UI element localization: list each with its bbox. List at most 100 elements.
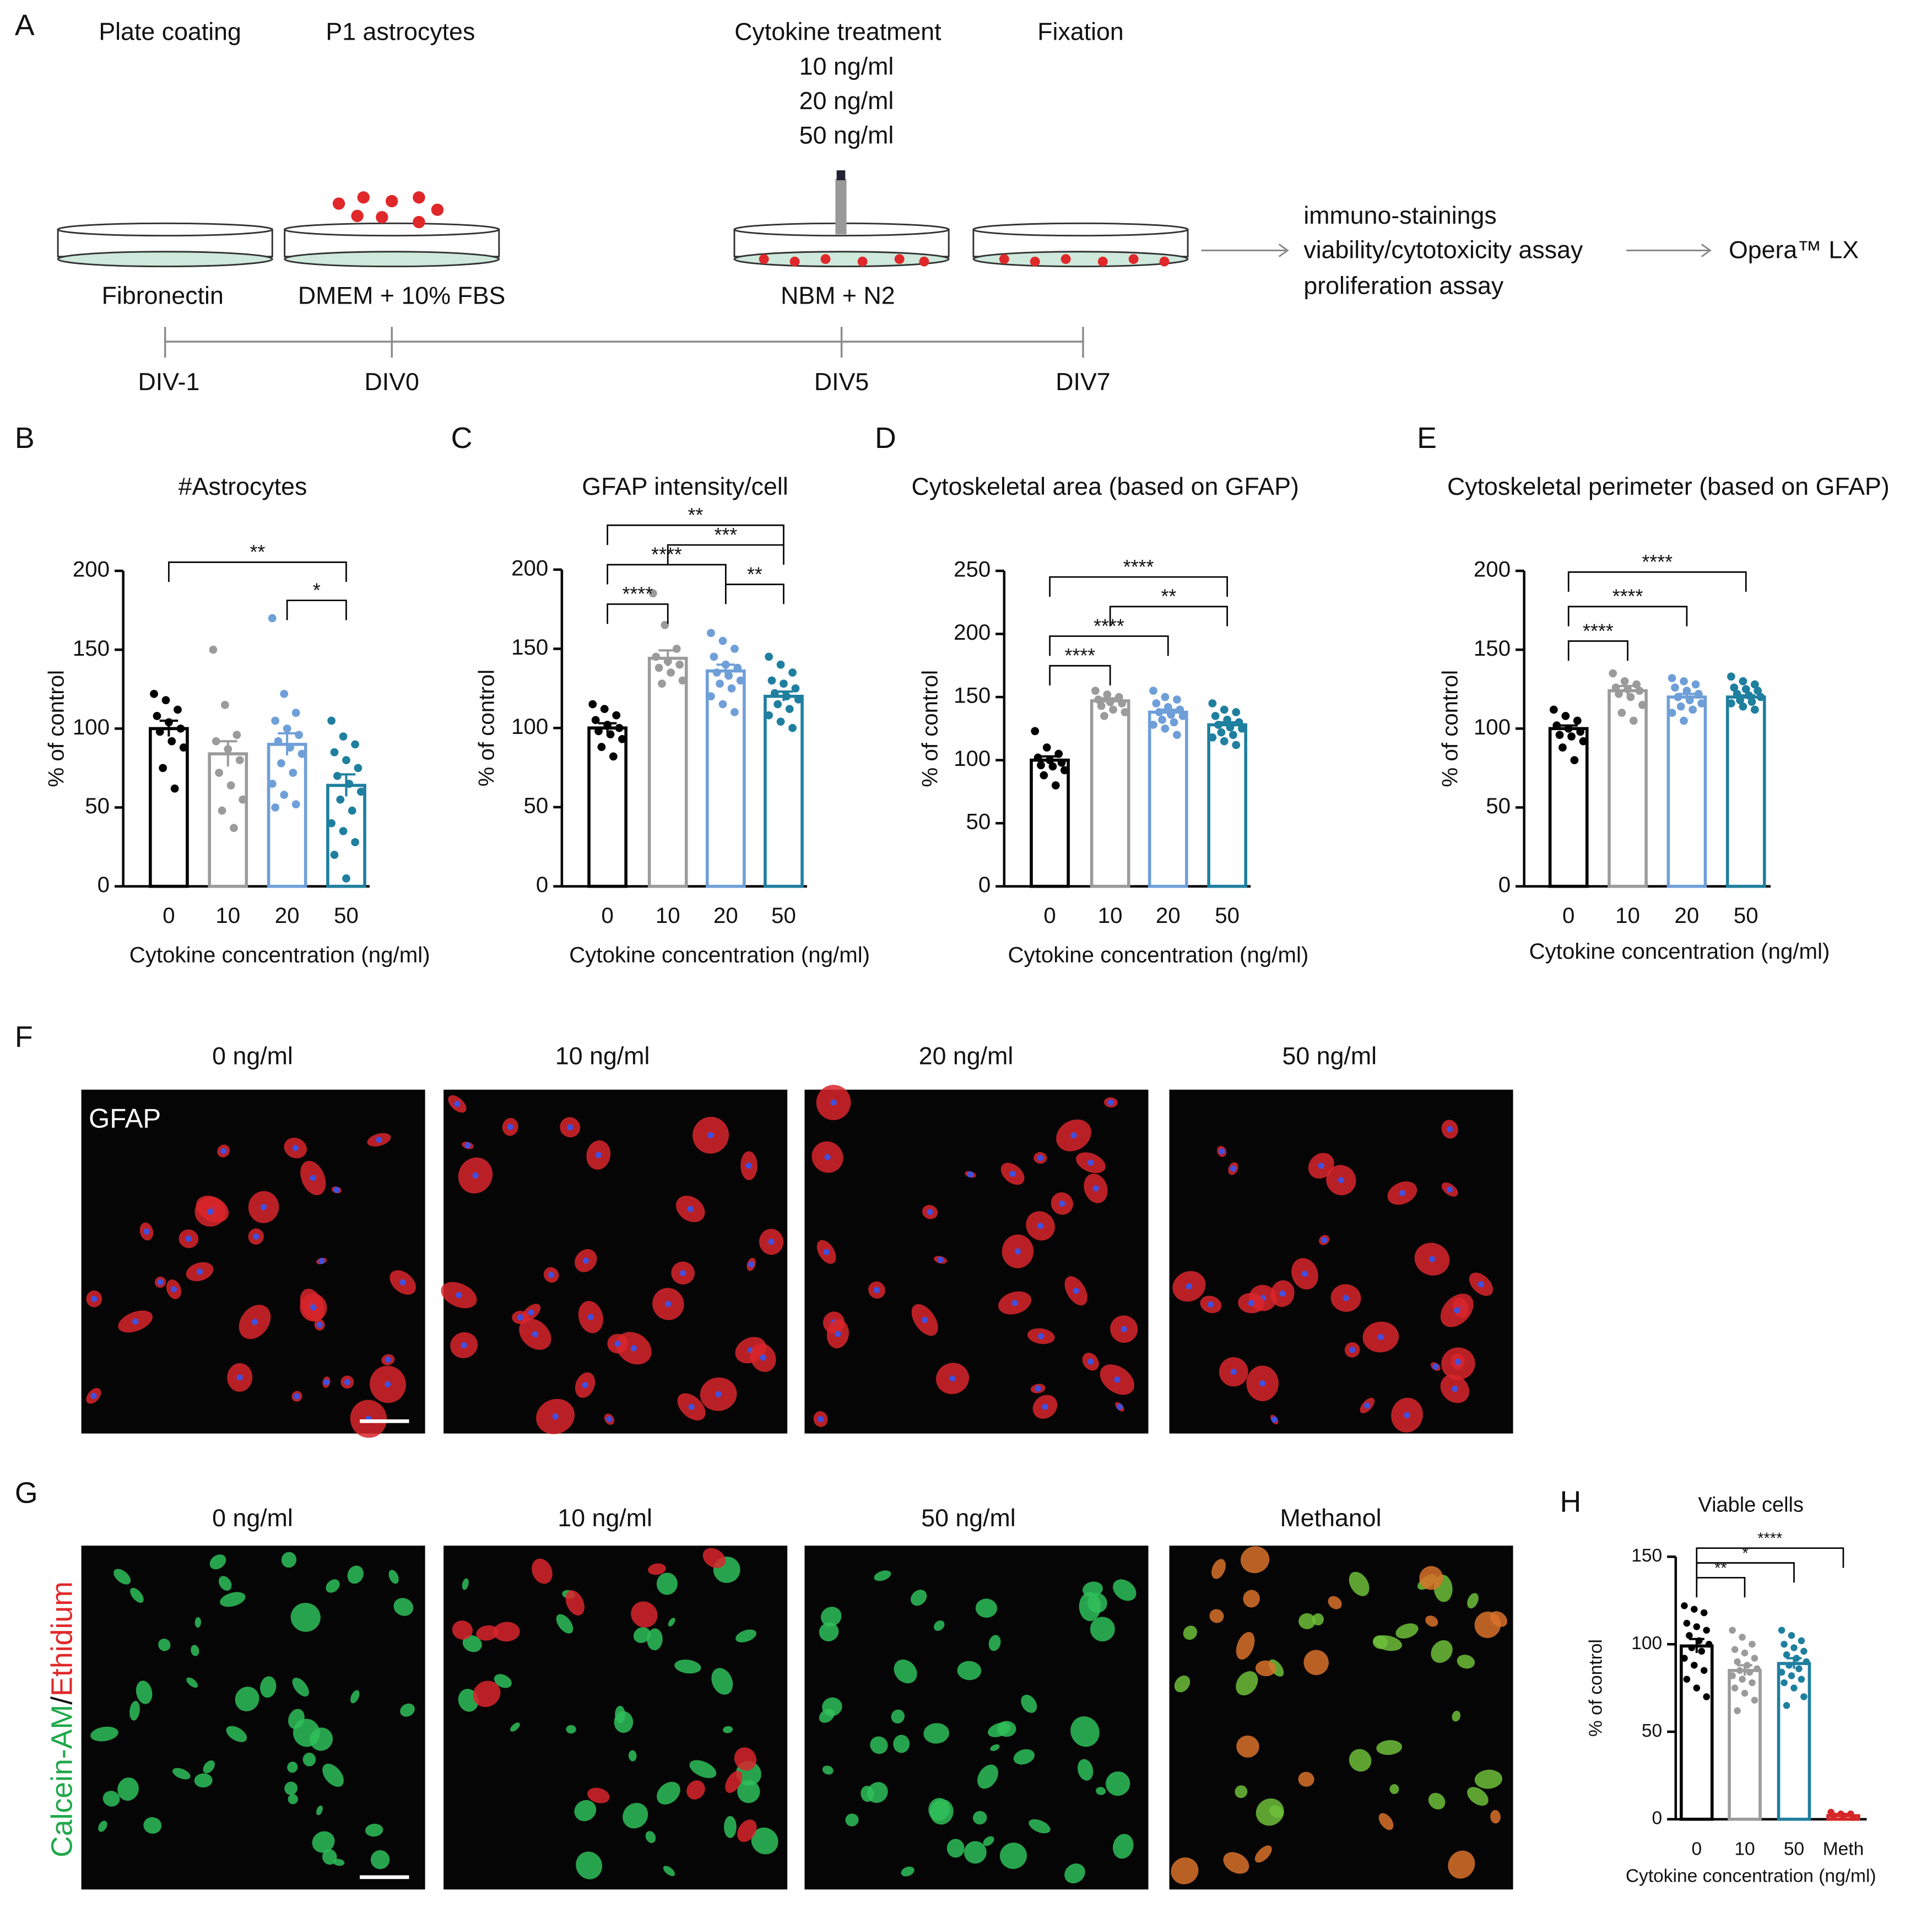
data-point	[1696, 1637, 1703, 1645]
nucleus	[464, 1142, 471, 1149]
y-tick-label: 100	[954, 746, 991, 771]
y-axis-label: % of control	[1586, 1639, 1606, 1737]
data-point	[327, 716, 336, 725]
significance-bracket	[725, 584, 784, 604]
data-point	[600, 705, 609, 714]
data-point	[716, 679, 724, 688]
cell	[288, 1794, 298, 1805]
cell	[1474, 1769, 1502, 1789]
data-point	[330, 850, 339, 859]
data-point	[280, 791, 289, 799]
data-point	[1790, 1684, 1798, 1692]
data-point	[1149, 687, 1157, 695]
timeline	[164, 327, 1084, 358]
nucleus	[1011, 1300, 1018, 1306]
nucleus	[1318, 1163, 1324, 1169]
nucleus	[567, 1124, 573, 1131]
data-point	[1042, 743, 1051, 752]
cell	[90, 1726, 118, 1742]
cell	[870, 1736, 888, 1754]
y-axis-label: % of control	[917, 670, 942, 787]
timepoint-label: DIV-1	[138, 369, 199, 396]
data-point	[1155, 708, 1163, 716]
data-point	[678, 676, 687, 685]
stage-label: Fixation	[1037, 19, 1124, 46]
nucleus	[1087, 1159, 1094, 1166]
timepoint-label: DIV5	[814, 369, 869, 396]
cell	[724, 1816, 737, 1838]
nucleus	[90, 1392, 97, 1399]
cell	[388, 1570, 399, 1584]
cell	[1070, 1716, 1100, 1747]
cell	[702, 1548, 726, 1568]
chart-title: Cytoskeletal area (based on GFAP)	[912, 473, 1299, 500]
y-tick-label: 100	[511, 714, 548, 739]
cell	[587, 1787, 610, 1803]
significance-bracket	[1049, 665, 1111, 686]
data-point	[239, 795, 247, 804]
bar	[1148, 710, 1188, 888]
cell	[1389, 1784, 1399, 1794]
cell	[510, 1722, 520, 1732]
x-tick-label: 50	[771, 903, 796, 928]
x-tick-label: 0	[1691, 1839, 1702, 1859]
cell	[893, 1735, 910, 1753]
nucleus	[318, 1258, 325, 1265]
data-point	[1161, 724, 1170, 733]
data-point	[1734, 1658, 1741, 1666]
cell	[143, 1817, 162, 1834]
panel-letter: E	[1417, 422, 1437, 455]
nucleus	[630, 1345, 637, 1352]
cell	[102, 1791, 120, 1807]
data-point	[289, 769, 297, 777]
cell	[874, 1570, 891, 1581]
cell	[737, 1780, 760, 1803]
cell	[1457, 1655, 1475, 1669]
data-point	[724, 671, 733, 680]
nucleus	[1279, 1290, 1286, 1297]
cell	[365, 1823, 383, 1837]
nucleus	[132, 1318, 139, 1325]
data-point	[1632, 680, 1641, 689]
nucleus	[768, 1239, 775, 1245]
data-point	[1681, 1655, 1688, 1662]
x-tick-label: Meth	[1823, 1839, 1864, 1859]
cell	[822, 1697, 842, 1716]
nucleus	[1038, 1333, 1045, 1339]
cell	[1013, 1749, 1035, 1765]
nucleus	[1208, 1301, 1214, 1308]
data-point	[345, 780, 354, 788]
panel-letter: G	[15, 1477, 38, 1510]
image-column-label: 0 ng/ml	[212, 1042, 293, 1069]
nucleus	[548, 1272, 555, 1278]
nucleus	[253, 1233, 259, 1240]
data-point	[1638, 700, 1647, 709]
data-point	[356, 787, 365, 796]
cell	[648, 1563, 666, 1575]
data-point	[1680, 677, 1688, 685]
cell	[819, 1622, 839, 1641]
data-point	[336, 795, 345, 804]
data-point	[1691, 1661, 1698, 1669]
significance-label: **	[1161, 586, 1177, 608]
cell	[614, 1711, 634, 1733]
nucleus	[236, 1374, 243, 1381]
cell	[565, 1590, 585, 1616]
cell	[1021, 1694, 1037, 1713]
data-point	[1037, 761, 1045, 770]
data-point	[1703, 1627, 1710, 1634]
data-point	[286, 743, 294, 752]
data-point	[159, 764, 167, 772]
data-point	[1106, 698, 1114, 706]
cell	[1254, 1845, 1272, 1863]
data-point	[730, 645, 739, 653]
cell	[98, 1820, 107, 1832]
cell	[845, 1813, 859, 1827]
data-point	[1100, 712, 1108, 720]
cell	[1328, 1596, 1342, 1609]
y-tick-label: 150	[954, 683, 991, 708]
data-point	[594, 727, 603, 736]
nucleus	[157, 1279, 164, 1285]
data-point	[652, 652, 661, 661]
cell	[1419, 1566, 1443, 1590]
